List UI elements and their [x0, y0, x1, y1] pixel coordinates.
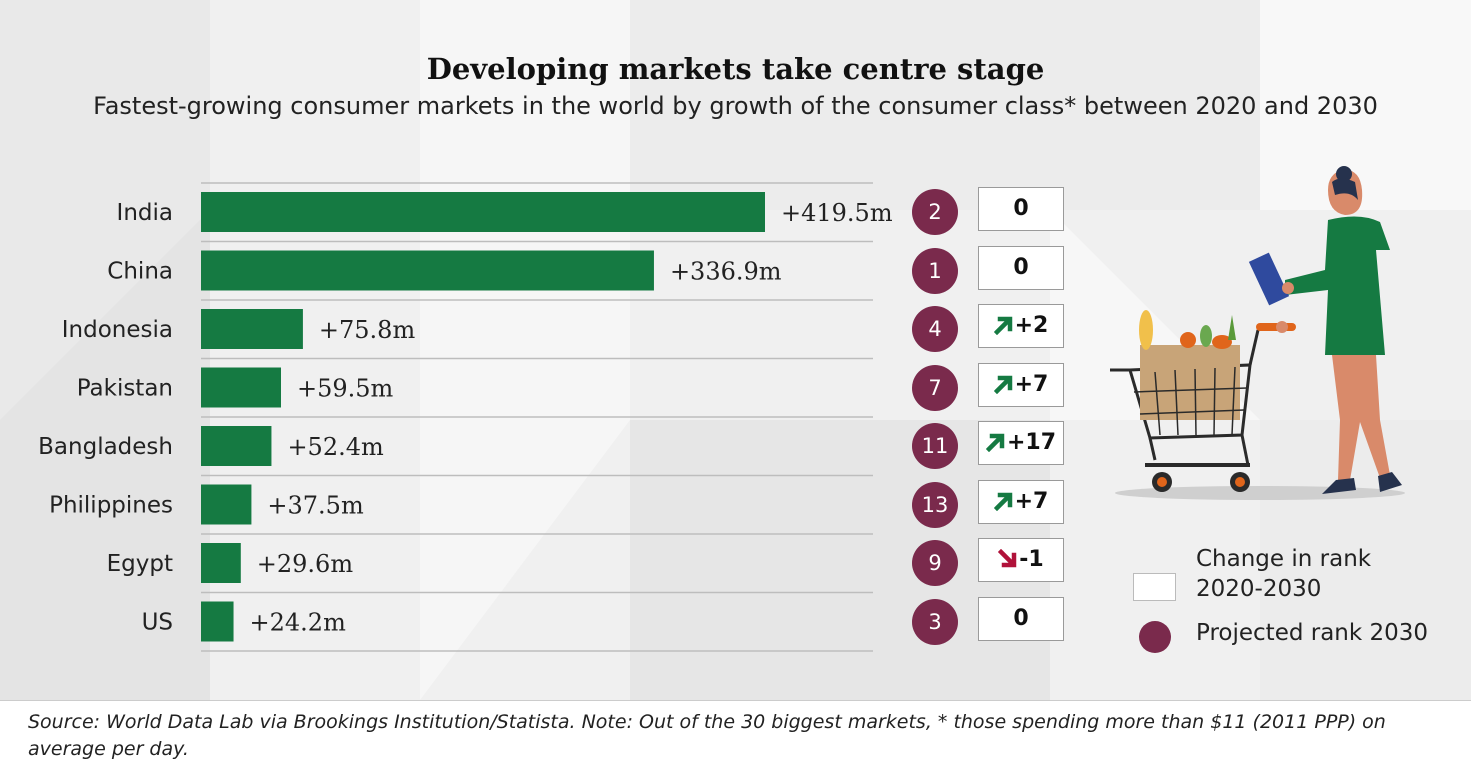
chart-title: Developing markets take centre stage	[426, 52, 1045, 86]
rank-row: 13 +7	[912, 479, 1082, 528]
value-label: +24.2m	[250, 609, 347, 637]
bar	[201, 543, 241, 583]
arrow-up-right-icon	[993, 375, 1012, 394]
source-footer: Source: World Data Lab via Brookings Ins…	[0, 700, 1471, 771]
category-label: India	[117, 200, 173, 226]
bar	[201, 367, 281, 408]
rank-change-box: -1	[978, 538, 1064, 582]
rank-change-box: +17	[978, 421, 1064, 465]
value-label: +336.9m	[670, 258, 782, 286]
rank-change-value: 0	[1013, 254, 1029, 280]
value-label: +59.5m	[297, 375, 394, 403]
projected-rank-badge: 2	[912, 189, 958, 235]
bar	[201, 601, 234, 642]
legend-change-swatch	[1133, 573, 1176, 601]
chart-subtitle: Fastest-growing consumer markets in the …	[93, 92, 1378, 120]
rank-change-value: +17	[1006, 430, 1057, 455]
bar	[201, 192, 765, 232]
rank-change-box: +2	[978, 304, 1064, 348]
category-label: Indonesia	[62, 317, 173, 343]
rank-row: 4 +2	[912, 304, 1082, 352]
arrow-up-right-icon	[993, 316, 1012, 336]
category-label: Pakistan	[77, 376, 173, 402]
bar	[201, 309, 303, 349]
value-label: +419.5m	[781, 199, 893, 227]
arrow-down-right-icon	[998, 548, 1017, 568]
shopper-illustration	[1110, 166, 1405, 500]
value-label: +52.4m	[287, 433, 384, 461]
legend: Change in rank 2020-2030 Projected rank …	[1130, 540, 1460, 660]
rank-change-box: +7	[978, 479, 1064, 524]
rank-change-value: +7	[1014, 488, 1049, 514]
legend-rank-swatch	[1139, 621, 1171, 653]
source-note: Source: World Data Lab via Brookings Ins…	[28, 711, 1386, 760]
projected-rank-badge: 7	[912, 364, 958, 411]
rank-change-value: +2	[1014, 313, 1049, 338]
projected-rank-badge: 13	[912, 481, 958, 528]
category-label: Bangladesh	[38, 434, 173, 460]
legend-change-label: Change in rank 2020-2030	[1196, 546, 1372, 602]
arrow-up-right-icon	[985, 433, 1005, 453]
bar	[201, 484, 252, 525]
bar-chart: India +419.5m China +336.9m Indonesia +75.8m P…	[38, 182, 893, 652]
projected-rank-badge: 4	[912, 306, 958, 352]
value-label: +29.6m	[257, 550, 354, 578]
projected-rank-badge: 9	[912, 540, 958, 586]
rank-row: 9 -1	[912, 538, 1082, 586]
category-label: Egypt	[107, 551, 173, 577]
projected-rank-badge: 1	[912, 247, 958, 294]
rank-change-box: 0	[978, 187, 1064, 231]
rank-row: 11 +17	[912, 421, 1082, 469]
rank-change-value: 0	[1013, 605, 1029, 631]
rank-change-value: -1	[1019, 547, 1044, 572]
legend-rank-label: Projected rank 2030	[1196, 620, 1429, 646]
category-label: US	[142, 610, 173, 636]
rank-change-box: +7	[978, 362, 1064, 407]
rank-column: 2 0 1 0 4 +2 7 +7 11 +17 13 +7 9 -1 3 0	[912, 0, 1082, 700]
rank-change-box: 0	[978, 245, 1064, 290]
rank-row: 7 +7	[912, 362, 1082, 411]
arrow-up-right-icon	[993, 492, 1012, 511]
rank-change-value: 0	[1013, 196, 1029, 221]
category-label: China	[107, 259, 173, 285]
category-label: Philippines	[49, 493, 173, 519]
value-label: +37.5m	[267, 492, 364, 520]
projected-rank-badge: 3	[912, 598, 958, 645]
bar	[201, 426, 272, 466]
projected-rank-badge: 11	[912, 423, 958, 469]
rank-change-value: +7	[1014, 371, 1049, 397]
value-label: +75.8m	[319, 316, 416, 344]
rank-change-box: 0	[978, 596, 1064, 641]
bar	[201, 250, 654, 291]
